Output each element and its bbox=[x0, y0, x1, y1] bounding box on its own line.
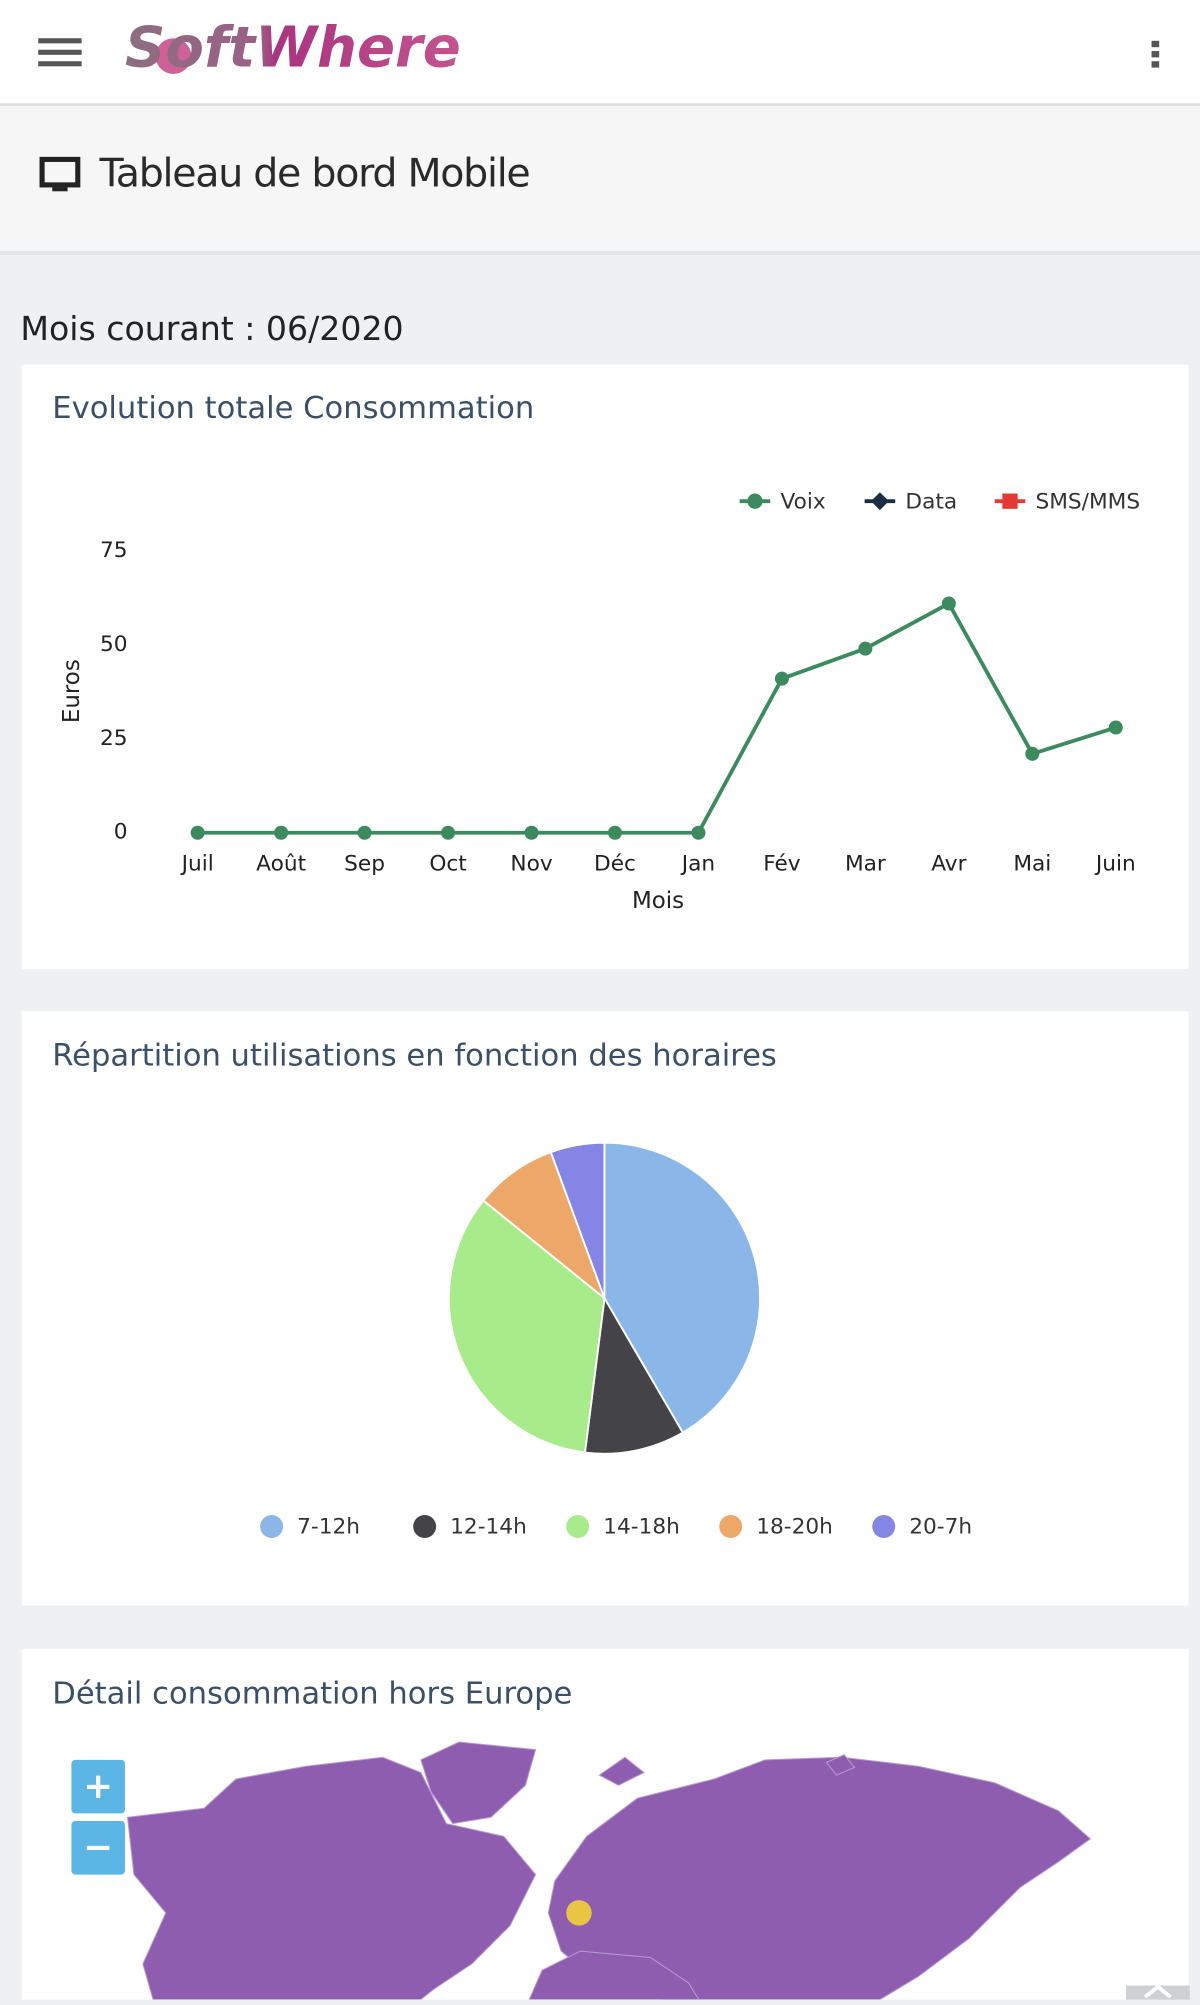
point bbox=[190, 825, 205, 840]
legend-marker bbox=[872, 1514, 896, 1538]
pie-slice bbox=[583, 1295, 685, 1455]
series-line bbox=[197, 600, 1117, 835]
page-title: Tableau de bord Mobile bbox=[98, 150, 529, 196]
legend-marker bbox=[566, 1514, 590, 1538]
legend-marker bbox=[260, 1514, 284, 1538]
point bbox=[357, 825, 372, 840]
legend-marker bbox=[747, 493, 763, 509]
point bbox=[274, 825, 289, 840]
legend-label: Data bbox=[905, 489, 957, 514]
card-title: Evolution totale Consommation bbox=[52, 391, 534, 426]
legend-marker bbox=[413, 1514, 437, 1538]
card bbox=[21, 364, 1189, 970]
title-band-shadow bbox=[0, 251, 1200, 256]
legend-label: 12-14h bbox=[450, 1515, 527, 1540]
x-tick-label: Mai bbox=[1013, 852, 1051, 877]
x-tick-label: Nov bbox=[510, 852, 552, 877]
monitor-icon bbox=[39, 156, 81, 192]
world-map bbox=[126, 1741, 1092, 2001]
menu-button[interactable] bbox=[38, 38, 82, 67]
legend-label: 20-7h bbox=[909, 1515, 972, 1540]
pie-slice bbox=[549, 1141, 606, 1299]
zoom-in-button[interactable] bbox=[71, 1759, 125, 1814]
x-tick-label: Août bbox=[256, 852, 306, 877]
point bbox=[941, 596, 956, 611]
legend-label: 7-12h bbox=[297, 1515, 360, 1540]
legend-marker bbox=[870, 492, 889, 511]
y-axis-title: Euros bbox=[59, 659, 85, 723]
map-marker[interactable] bbox=[566, 1900, 592, 1926]
point bbox=[774, 671, 789, 686]
x-tick-label: Fév bbox=[763, 852, 801, 877]
point bbox=[691, 825, 706, 840]
point bbox=[607, 825, 622, 840]
legend-label: Voix bbox=[780, 489, 825, 514]
x-tick-label: Mar bbox=[845, 852, 886, 877]
legend-marker bbox=[1002, 493, 1018, 509]
top-bar bbox=[0, 0, 1200, 104]
legend-label: SMS/MMS bbox=[1035, 489, 1140, 514]
legend-label: 14-18h bbox=[603, 1515, 680, 1540]
card-title: Détail consommation hors Europe bbox=[52, 1676, 572, 1711]
card-title: Répartition utilisations en fonction des… bbox=[52, 1039, 777, 1074]
logo[interactable]: SoftWhere bbox=[125, 16, 461, 81]
pie-slice bbox=[603, 1141, 762, 1434]
point bbox=[524, 825, 539, 840]
y-tick-label: 25 bbox=[100, 726, 128, 751]
x-tick-label: Avr bbox=[931, 852, 966, 877]
x-tick-label: Oct bbox=[429, 852, 466, 877]
y-tick-label: 50 bbox=[100, 632, 128, 657]
current-month: Mois courant : 06/2020 bbox=[20, 309, 403, 348]
title-band bbox=[0, 105, 1200, 252]
zoom-out-button[interactable] bbox=[71, 1821, 125, 1875]
legend-label: 18-20h bbox=[756, 1515, 833, 1540]
point bbox=[1025, 746, 1040, 761]
scroll-top-icon bbox=[1143, 1984, 1172, 1999]
x-axis-title: Mois bbox=[632, 888, 684, 914]
point bbox=[858, 641, 873, 656]
pie-slice bbox=[482, 1150, 607, 1302]
zoom-in-label: + bbox=[83, 1766, 113, 1807]
pie-slice bbox=[447, 1199, 606, 1454]
logo-icon bbox=[155, 38, 192, 74]
x-tick-label: Juil bbox=[180, 852, 214, 877]
overflow-menu[interactable] bbox=[1151, 40, 1160, 68]
top-bar-shadow bbox=[0, 103, 1200, 106]
point bbox=[1108, 720, 1123, 735]
x-tick-label: Sep bbox=[344, 852, 385, 877]
point bbox=[441, 825, 456, 840]
legend-marker bbox=[719, 1514, 743, 1538]
x-tick-label: Déc bbox=[594, 852, 636, 877]
y-tick-label: 0 bbox=[114, 820, 128, 845]
zoom-out-label: − bbox=[83, 1827, 113, 1868]
y-tick-label: 75 bbox=[100, 538, 128, 563]
x-tick-label: Juin bbox=[1094, 852, 1136, 877]
x-tick-label: Jan bbox=[680, 852, 715, 877]
